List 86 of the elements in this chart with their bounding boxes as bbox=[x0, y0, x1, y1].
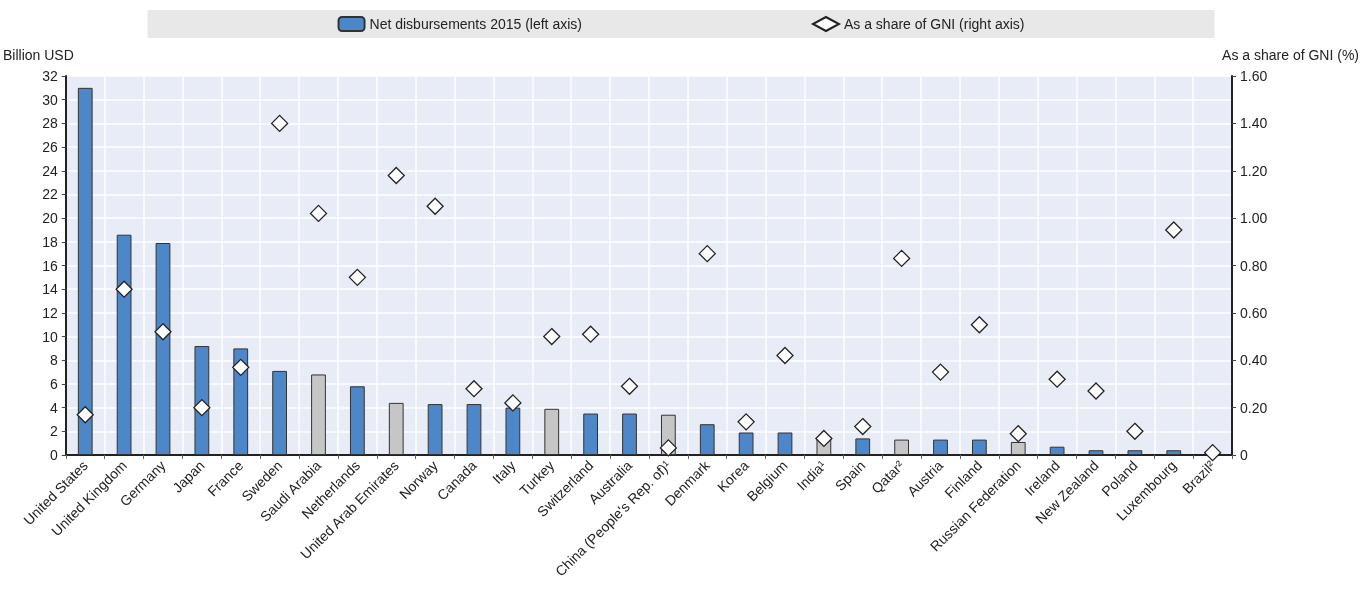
point bbox=[1048, 370, 1066, 388]
y-tick-label: 24 bbox=[42, 162, 59, 179]
y-tick-label: 0 bbox=[50, 447, 58, 463]
y-tick-label: 6 bbox=[50, 375, 58, 392]
y-tick-label: 32 bbox=[42, 68, 59, 84]
point bbox=[232, 358, 250, 377]
y2-tick-label: 0.40 bbox=[1240, 352, 1268, 369]
bar bbox=[311, 374, 326, 455]
y2-tick-label: 1.40 bbox=[1240, 115, 1268, 132]
point bbox=[1126, 422, 1144, 440]
bar bbox=[505, 407, 521, 455]
point bbox=[737, 413, 755, 431]
bar bbox=[388, 402, 404, 455]
point bbox=[620, 377, 639, 395]
y2-tick-label: 0 bbox=[1240, 447, 1249, 463]
y-tick-label: 20 bbox=[42, 210, 59, 227]
legend-label: Net disbursements 2015 (left axis) bbox=[369, 16, 582, 32]
point bbox=[543, 327, 561, 346]
legend-label: As a share of GNI (right axis) bbox=[843, 16, 1025, 32]
point bbox=[1009, 425, 1027, 443]
point bbox=[659, 439, 678, 457]
bar bbox=[1049, 446, 1065, 455]
bar bbox=[349, 386, 365, 455]
point bbox=[581, 325, 600, 343]
point bbox=[115, 280, 133, 298]
point bbox=[815, 429, 833, 448]
point bbox=[1203, 443, 1222, 462]
y2-tick-label: 0.60 bbox=[1240, 304, 1268, 321]
y-tick-label: 26 bbox=[42, 139, 59, 156]
point bbox=[931, 363, 950, 381]
point bbox=[270, 114, 289, 133]
point bbox=[854, 417, 872, 436]
point bbox=[504, 394, 522, 412]
y2-tick-label: 1.00 bbox=[1240, 210, 1268, 227]
point bbox=[348, 268, 367, 286]
y2-tick-label: 0.20 bbox=[1240, 399, 1268, 416]
point bbox=[465, 380, 483, 398]
y2-axis-title: As a share of GNI (%) bbox=[1222, 47, 1360, 63]
bar bbox=[933, 439, 948, 455]
y-tick-label: 8 bbox=[50, 352, 58, 369]
point bbox=[309, 204, 328, 223]
bar bbox=[738, 432, 754, 455]
bar bbox=[272, 370, 287, 455]
point bbox=[193, 398, 211, 417]
bar bbox=[1127, 450, 1143, 455]
point bbox=[387, 166, 405, 185]
bar bbox=[427, 404, 443, 455]
point bbox=[1087, 382, 1105, 400]
y-axis-title: Billion USD bbox=[2, 47, 74, 63]
y2-tick-label: 1.60 bbox=[1240, 68, 1268, 84]
point bbox=[426, 197, 444, 215]
point bbox=[76, 406, 94, 424]
y-tick-label: 14 bbox=[42, 281, 59, 298]
point bbox=[154, 323, 172, 341]
point bbox=[892, 249, 911, 268]
bar bbox=[971, 439, 987, 455]
y-tick-label: 12 bbox=[42, 304, 59, 321]
bar bbox=[622, 413, 637, 455]
point bbox=[698, 245, 716, 263]
bar bbox=[894, 439, 910, 455]
y-tick-label: 4 bbox=[50, 399, 58, 416]
y-tick-label: 18 bbox=[42, 233, 59, 250]
y-tick-label: 22 bbox=[42, 186, 59, 203]
bar bbox=[1166, 450, 1182, 455]
bar bbox=[77, 87, 93, 455]
y-tick-label: 30 bbox=[42, 91, 59, 108]
y-tick-label: 16 bbox=[42, 257, 59, 274]
y-tick-label: 28 bbox=[42, 115, 59, 132]
bar bbox=[583, 413, 599, 455]
bar bbox=[1010, 441, 1026, 455]
y2-tick-label: 0.80 bbox=[1240, 257, 1268, 274]
bar bbox=[466, 404, 482, 455]
y2-tick-label: 1.20 bbox=[1240, 162, 1268, 179]
bar bbox=[699, 424, 715, 455]
y-tick-label: 2 bbox=[50, 423, 58, 440]
point bbox=[1165, 221, 1183, 239]
point bbox=[776, 346, 794, 365]
bar bbox=[777, 432, 793, 455]
y-tick-label: 10 bbox=[42, 328, 59, 345]
point bbox=[970, 316, 989, 334]
bar bbox=[855, 438, 871, 455]
bar bbox=[116, 234, 132, 455]
bar bbox=[1088, 450, 1104, 455]
bar bbox=[155, 243, 171, 455]
x-tick-label: Italy bbox=[489, 457, 519, 487]
bar bbox=[544, 408, 560, 455]
